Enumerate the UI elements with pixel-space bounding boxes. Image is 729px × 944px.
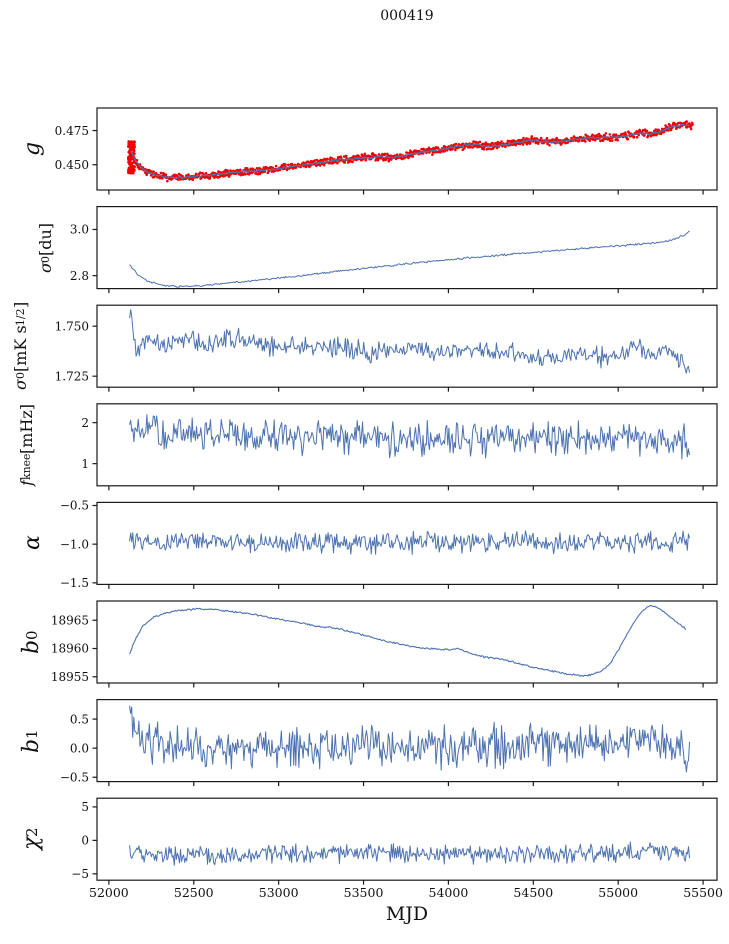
panel-fknee: 12 xyxy=(81,403,718,491)
panel-frame xyxy=(96,107,718,191)
x-axis-label: MJD xyxy=(385,903,429,925)
y-tick-label: 18965 xyxy=(51,613,89,627)
y-tick-label: −1.0 xyxy=(60,537,89,551)
panel-frame xyxy=(96,501,718,585)
chi2-line xyxy=(129,841,690,866)
y-tick-label: 1 xyxy=(81,457,89,471)
x-tick-label: 53500 xyxy=(344,885,384,900)
x-tick-label: 55000 xyxy=(598,885,638,900)
y-tick-label: 1.750 xyxy=(55,319,89,333)
y-tick-label: 18960 xyxy=(51,642,89,656)
y-tick-label: 0 xyxy=(81,834,89,848)
y-tick-label: 0.0 xyxy=(70,741,89,755)
g-line xyxy=(130,124,690,180)
y-tick-label: 2.8 xyxy=(70,269,89,283)
y-tick-label: 1.725 xyxy=(55,369,89,383)
y-tick-label: −0.5 xyxy=(60,770,89,784)
b0-line xyxy=(129,604,687,677)
panel-g: 0.450 0.475 xyxy=(55,107,718,195)
y-tick-label: −1.5 xyxy=(60,576,89,590)
x-tick-label: 52500 xyxy=(174,885,214,900)
g-scatter xyxy=(127,120,694,183)
panel-alpha: −1.5 −1.0 −0.5 xyxy=(60,499,718,590)
x-tick-label: 54500 xyxy=(513,885,553,900)
x-tick-label: 55500 xyxy=(683,885,723,900)
panel-b1: −0.5 0.0 0.5 xyxy=(60,698,718,787)
panel-chi2: −5 0 5 xyxy=(71,797,718,885)
panel-sigma0-mK: 1.725 1.750 xyxy=(55,304,718,392)
y-tick-label: 3.0 xyxy=(70,223,89,237)
ylabel-fknee: f knee [mHz] xyxy=(17,403,36,487)
panel-frame xyxy=(96,304,718,388)
figure-title: 000419 xyxy=(380,8,434,24)
ylabel-g: g xyxy=(20,141,45,157)
y-tick-label: −5 xyxy=(71,867,89,881)
y-tick-label: 5 xyxy=(81,800,89,814)
panel-sigma0-du: 2.8 3.0 xyxy=(70,206,718,294)
y-tick-label: −0.5 xyxy=(60,499,89,513)
panel-frame xyxy=(96,206,718,290)
x-tick-label: 54000 xyxy=(429,885,469,900)
fknee-line xyxy=(129,414,690,460)
x-tick-label: 53000 xyxy=(259,885,299,900)
y-tick-label: 2 xyxy=(81,416,89,430)
y-tick-label: 0.5 xyxy=(70,712,89,726)
panel-frame xyxy=(96,698,718,783)
ylabel-alpha: α xyxy=(20,535,45,551)
alpha-line xyxy=(129,530,690,555)
y-tick-label: 0.475 xyxy=(55,124,89,138)
sigma0-du-line xyxy=(129,230,690,288)
sigma0-mK-line xyxy=(129,309,690,374)
panel-b0: 18955 18960 18965 xyxy=(51,600,718,688)
b1-line xyxy=(129,705,690,773)
ylabel-sigma0-mK: σ 0 [mK s 1/2] xyxy=(11,302,30,391)
panel-frame xyxy=(96,797,718,881)
panel-frame xyxy=(96,600,718,684)
panel-frame xyxy=(96,403,718,487)
y-tick-label: 0.450 xyxy=(55,158,89,172)
x-tick-label: 52000 xyxy=(89,885,129,900)
y-tick-label: 18955 xyxy=(51,670,89,684)
